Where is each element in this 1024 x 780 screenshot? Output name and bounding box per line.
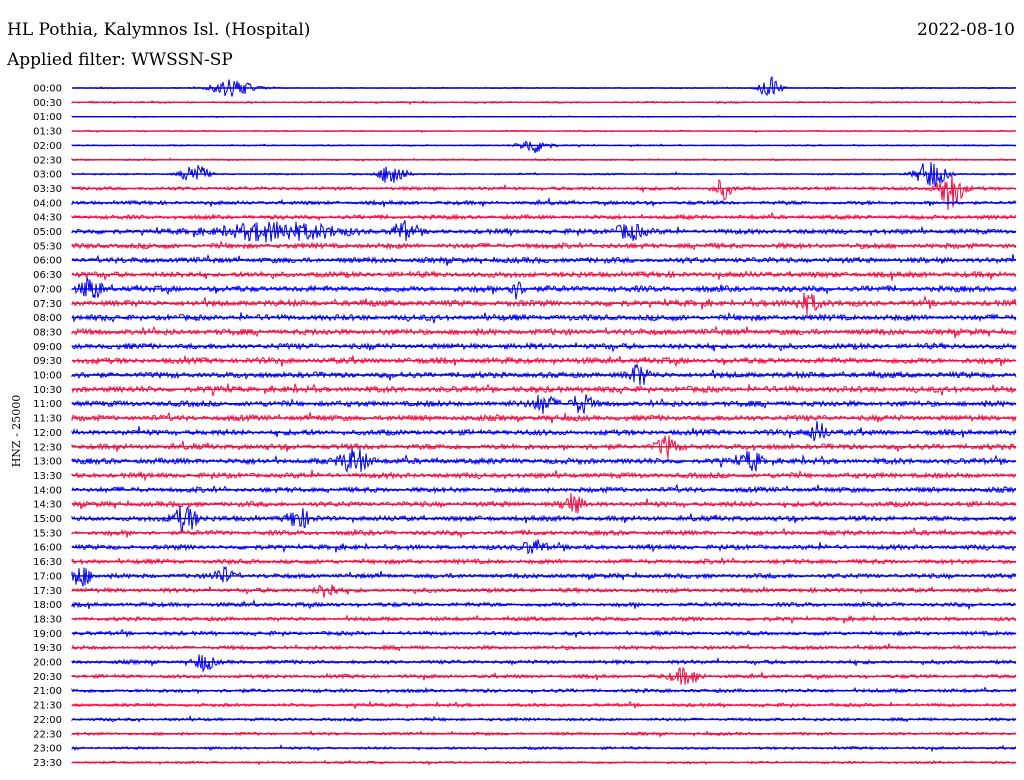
time-label: 04:30 [33, 213, 62, 224]
time-label: 00:30 [33, 98, 62, 109]
time-label: 20:30 [33, 672, 62, 683]
time-label: 23:30 [33, 758, 62, 769]
time-label: 22:00 [33, 715, 62, 726]
time-label: 12:00 [33, 428, 62, 439]
time-label: 13:00 [33, 457, 62, 468]
trace-line [71, 140, 1017, 154]
time-label: 03:30 [33, 184, 62, 195]
time-label: 14:00 [33, 485, 62, 496]
time-label: 01:30 [33, 127, 62, 138]
time-label: 15:00 [33, 514, 62, 525]
time-label: 11:00 [33, 399, 62, 410]
trace-line [71, 447, 1017, 474]
trace-line [71, 75, 1017, 97]
time-label: 00:00 [33, 84, 62, 95]
time-label: 12:30 [33, 442, 62, 453]
seismic-traces [71, 75, 1017, 766]
time-label: 09:00 [33, 342, 62, 353]
trace-line [71, 483, 1017, 495]
time-label: 19:00 [33, 629, 62, 640]
time-label: 07:00 [33, 284, 62, 295]
time-label: 05:00 [33, 227, 62, 238]
time-label: 16:30 [33, 557, 62, 568]
trace-line [71, 383, 1017, 397]
time-label: 14:30 [33, 500, 62, 511]
time-label: 10:30 [33, 385, 62, 396]
trace-line [71, 269, 1017, 281]
trace-line [71, 584, 1017, 598]
time-label: 13:30 [33, 471, 62, 482]
trace-line [71, 420, 1017, 442]
filter-label: Applied filter: WWSSN-SP [7, 50, 233, 70]
time-label: 02:00 [33, 141, 62, 152]
trace-line [71, 565, 1017, 587]
time-label: 17:00 [33, 571, 62, 582]
time-label: 06:30 [33, 270, 62, 281]
time-label: 15:30 [33, 528, 62, 539]
station-title: HL Pothia, Kalymnos Isl. (Hospital) [7, 20, 311, 40]
time-label: 18:30 [33, 614, 62, 625]
time-label: 10:00 [33, 371, 62, 382]
time-label: 17:30 [33, 586, 62, 597]
time-label: 05:30 [33, 241, 62, 252]
time-label: 22:30 [33, 729, 62, 740]
time-label: 20:00 [33, 658, 62, 669]
time-label: 21:00 [33, 686, 62, 697]
time-label: 08:00 [33, 313, 62, 324]
time-label: 01:00 [33, 112, 62, 123]
time-label: 06:00 [33, 256, 62, 267]
date-label: 2022-08-10 [916, 20, 1015, 40]
time-label: 21:30 [33, 701, 62, 712]
time-labels: 00:00 00:30 01:00 01:30 02:00 02:30 03:00 03:30… [33, 84, 62, 769]
time-label: 02:30 [33, 155, 62, 166]
time-label: 04:00 [33, 198, 62, 209]
trace-line [71, 654, 1017, 673]
trace-line [71, 492, 1017, 514]
time-label: 09:30 [33, 356, 62, 367]
time-label: 11:30 [33, 414, 62, 425]
time-label: 19:30 [33, 643, 62, 654]
time-label: 03:00 [33, 170, 62, 181]
trace-line [71, 505, 1017, 534]
time-label: 08:30 [33, 327, 62, 338]
trace-line [71, 355, 1017, 368]
time-label: 23:00 [33, 744, 62, 755]
time-label: 16:00 [33, 543, 62, 554]
time-label: 07:30 [33, 299, 62, 310]
time-label: 18:00 [33, 600, 62, 611]
